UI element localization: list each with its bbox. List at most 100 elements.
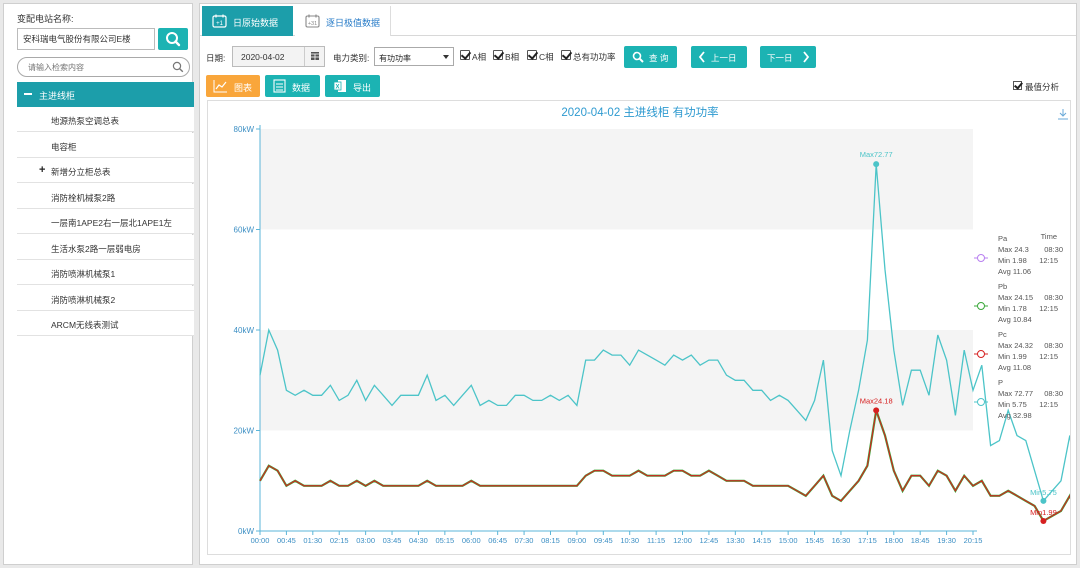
chart-view-label: 图表 (234, 83, 253, 93)
tree-item[interactable]: ARCM无线表测试 (17, 311, 194, 336)
tree-root-label: 主进线柜 (39, 91, 76, 101)
collapse-icon[interactable] (24, 93, 32, 95)
legend-max: Max 72.77 (998, 389, 1033, 398)
legend-time-header: Time (1041, 232, 1057, 241)
next-day-button[interactable]: 下一日 (760, 46, 816, 68)
y-tick-label: 80kW (234, 125, 255, 134)
data-view-button[interactable]: 数据 (265, 75, 320, 97)
tree-item-label: 新增分立柜总表 (51, 167, 111, 177)
date-picker[interactable]: 2020-04-02 (232, 46, 325, 67)
station-search-button[interactable] (158, 28, 188, 50)
tree-item[interactable]: 电容柜 (17, 132, 194, 158)
p-max-point (873, 161, 880, 168)
x-tick-label: 09:00 (567, 536, 586, 545)
legend-name: Pc (998, 330, 1007, 339)
tab-daily-extreme-data[interactable]: +31 逐日极值数据 (295, 6, 391, 36)
chevron-left-icon (698, 51, 705, 63)
tree-root-item[interactable]: 主进线柜 (17, 82, 194, 107)
chevron-right-icon (803, 51, 810, 63)
x-tick-label: 14:15 (752, 536, 771, 545)
max-analysis-label: 最值分析 (1025, 82, 1060, 92)
p-max-label: Max72.77 (860, 150, 893, 159)
pc-max-label: Max24.18 (860, 396, 893, 405)
tab-daily-raw-data[interactable]: +1 日原始数据 (202, 6, 293, 36)
x-tick-label: 12:00 (673, 536, 692, 545)
x-tick-label: 13:30 (726, 536, 745, 545)
extreme-markers: Max72.77 Max24.18 Min5.75 Min1.99 (860, 150, 1057, 524)
legend-min-time: 12:15 (1039, 304, 1058, 313)
x-tick-label: 19:30 (937, 536, 956, 545)
checkbox-checked-icon[interactable] (1013, 81, 1022, 90)
checkbox-checked-icon[interactable] (460, 50, 470, 60)
x-tick-label: 12:45 (700, 536, 719, 545)
legend-item[interactable]: Pa Max 24.3 Min 1.98 Avg 11.06 08:30 12:15 Tim… (974, 232, 1063, 276)
x-tick-label: 09:45 (594, 536, 613, 545)
legend-max-time: 08:30 (1044, 341, 1063, 350)
tree-search-input[interactable] (28, 60, 168, 74)
series-line-p (259, 164, 1080, 503)
power-type-label: 电力类别: (333, 53, 370, 63)
tree-item-label: 一层南1APE2右一层北1APE1左 (51, 218, 172, 228)
checkbox-checked-icon[interactable] (493, 50, 503, 60)
checkbox-label: 总有功功率 (573, 52, 616, 62)
x-tick-label: 18:45 (911, 536, 930, 545)
legend-max-time: 08:30 (1044, 245, 1063, 254)
x-tick-label: 03:00 (356, 536, 375, 545)
station-select[interactable]: 安科瑞电气股份有限公司E楼 (17, 28, 155, 50)
legend-avg: Avg 11.08 (998, 363, 1031, 372)
next-day-label: 下一日 (767, 53, 793, 63)
prev-day-button[interactable]: 上一日 (691, 46, 747, 68)
download-icon[interactable] (1058, 109, 1068, 120)
tab-label: 逐日极值数据 (326, 18, 381, 28)
line-chart-icon (213, 80, 227, 93)
checkbox-label: B相 (505, 52, 520, 62)
expand-icon[interactable]: + (39, 164, 46, 176)
tree-item-label: 生活水泵2路一层弱电房 (51, 243, 141, 254)
tree-item[interactable]: + 新增分立柜总表 (17, 158, 194, 183)
p-min-point (1040, 497, 1047, 504)
x-tick-label: 02:15 (330, 536, 349, 545)
calendar-1-icon: +1 (212, 14, 227, 28)
tree-item[interactable]: 地源热泵空调总表 (17, 107, 194, 132)
x-tick-label: 06:45 (488, 536, 507, 545)
legend-max: Max 24.15 (998, 293, 1033, 302)
x-tick-label: 04:30 (409, 536, 428, 545)
tree-item[interactable]: 一层南1APE2右一层北1APE1左 (17, 209, 194, 234)
series-layer (259, 164, 1080, 523)
tab-label: 日原始数据 (233, 18, 279, 28)
legend-max: Max 24.32 (998, 341, 1033, 350)
tree-item[interactable]: 消防喷淋机械泵2 (17, 285, 194, 311)
query-button[interactable]: 查 询 (624, 46, 677, 68)
tree-item-label: 电容柜 (51, 141, 77, 152)
legend-item[interactable]: P Max 72.77 Min 5.75 Avg 32.98 08:30 12:15 (974, 378, 1063, 420)
tree-item[interactable]: 生活水泵2路一层弱电房 (17, 234, 194, 260)
tree-item[interactable]: 消防喷淋机械泵1 (17, 260, 194, 285)
x-tick-label: 08:15 (541, 536, 560, 545)
x-tick-label: 17:15 (858, 536, 877, 545)
series-line-pc (259, 410, 1080, 522)
checkbox-checked-icon[interactable] (561, 50, 571, 60)
x-tick-label: 05:15 (435, 536, 454, 545)
legend-item[interactable]: Pc Max 24.32 Min 1.99 Avg 11.08 08:30 12:15 (974, 330, 1063, 372)
legend-item[interactable]: Pb Max 24.15 Min 1.78 Avg 10.84 08:30 12:15 (974, 282, 1063, 324)
date-value: 2020-04-02 (241, 52, 285, 62)
pc-min-label: Min1.99 (1030, 508, 1057, 517)
legend-max-time: 08:30 (1044, 293, 1063, 302)
export-button[interactable]: X 导出 (325, 75, 380, 97)
x-tick-label: 15:45 (805, 536, 824, 545)
calendar-icon[interactable] (304, 47, 324, 66)
search-icon[interactable] (172, 61, 184, 73)
checkbox-checked-icon[interactable] (527, 50, 537, 60)
power-type-select[interactable]: 有功功率 (374, 47, 454, 66)
filter-toolbar: 日期: 2020-04-02 电力类别: 有功功率 A相 B相 (200, 44, 1076, 70)
x-tick-label: 06:00 (462, 536, 481, 545)
tree-search-box[interactable] (17, 57, 190, 77)
tree-item[interactable]: 消防栓机械泵2路 (17, 183, 194, 209)
legend: Pa Max 24.3 Min 1.98 Avg 11.06 08:30 12:15 Tim… (974, 232, 1063, 420)
chart-view-button[interactable]: 图表 (206, 75, 260, 97)
y-tick-label: 40kW (234, 326, 255, 335)
table-icon (273, 79, 286, 93)
tree-item-label: 消防喷淋机械泵1 (51, 269, 116, 279)
pc-max-point (873, 407, 880, 414)
